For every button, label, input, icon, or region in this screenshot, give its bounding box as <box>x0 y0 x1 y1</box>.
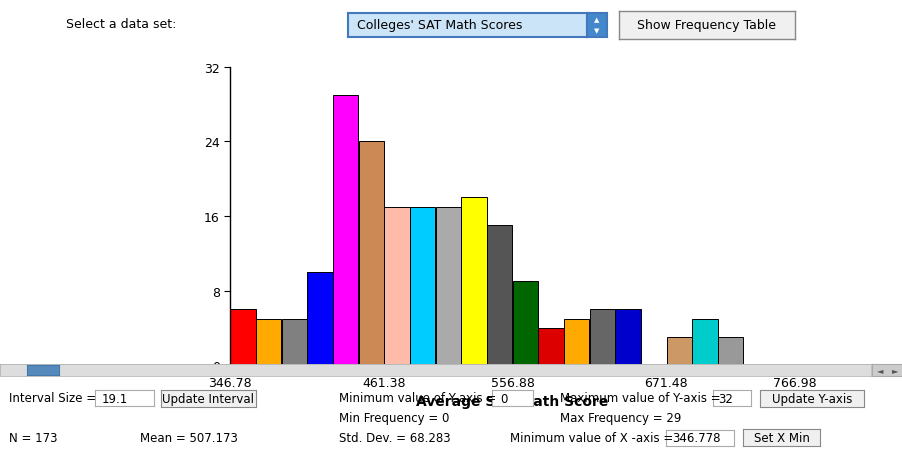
Text: 0: 0 <box>500 392 507 405</box>
X-axis label: Average SAT Math Score: Average SAT Math Score <box>416 394 608 408</box>
Bar <box>333 96 358 365</box>
Bar <box>717 337 742 365</box>
Bar <box>435 207 461 365</box>
Bar <box>614 309 640 365</box>
Bar <box>563 319 589 365</box>
Text: Std. Dev. = 68.283: Std. Dev. = 68.283 <box>338 431 450 444</box>
Bar <box>486 226 511 365</box>
Text: Show Frequency Table: Show Frequency Table <box>637 19 775 32</box>
Bar <box>358 142 383 365</box>
Text: 19.1: 19.1 <box>102 392 128 405</box>
Text: ▲: ▲ <box>594 18 599 23</box>
Bar <box>666 337 691 365</box>
Text: N = 173: N = 173 <box>9 431 58 444</box>
Text: Set X Min: Set X Min <box>753 432 808 444</box>
Bar <box>384 207 410 365</box>
Bar <box>410 207 435 365</box>
Bar <box>461 198 486 365</box>
Text: Minimum value of Y-axis =: Minimum value of Y-axis = <box>338 391 495 404</box>
Bar <box>512 281 538 365</box>
Bar <box>256 319 281 365</box>
Text: ▼: ▼ <box>594 28 599 34</box>
Bar <box>281 319 307 365</box>
Text: Update Y-axis: Update Y-axis <box>771 392 851 405</box>
Text: Select a data set:: Select a data set: <box>66 18 176 31</box>
Text: 346.778: 346.778 <box>671 432 720 444</box>
Text: ►: ► <box>891 366 897 375</box>
Text: Update Interval: Update Interval <box>162 392 253 405</box>
Text: 32: 32 <box>717 392 732 405</box>
Text: Mean = 507.173: Mean = 507.173 <box>140 431 237 444</box>
Bar <box>692 319 717 365</box>
Text: Max Frequency = 29: Max Frequency = 29 <box>559 411 680 423</box>
Bar <box>589 309 614 365</box>
Text: Interval Size =: Interval Size = <box>9 391 96 404</box>
Text: Colleges' SAT Math Scores: Colleges' SAT Math Scores <box>357 19 522 32</box>
Text: ◄: ◄ <box>876 366 882 375</box>
Bar <box>307 272 332 365</box>
Text: Min Frequency = 0: Min Frequency = 0 <box>338 411 448 423</box>
Bar <box>230 309 255 365</box>
Text: Minimum value of X -axis =: Minimum value of X -axis = <box>510 431 673 444</box>
Bar <box>538 328 563 365</box>
Text: Maximum value of Y-axis =: Maximum value of Y-axis = <box>559 391 720 404</box>
